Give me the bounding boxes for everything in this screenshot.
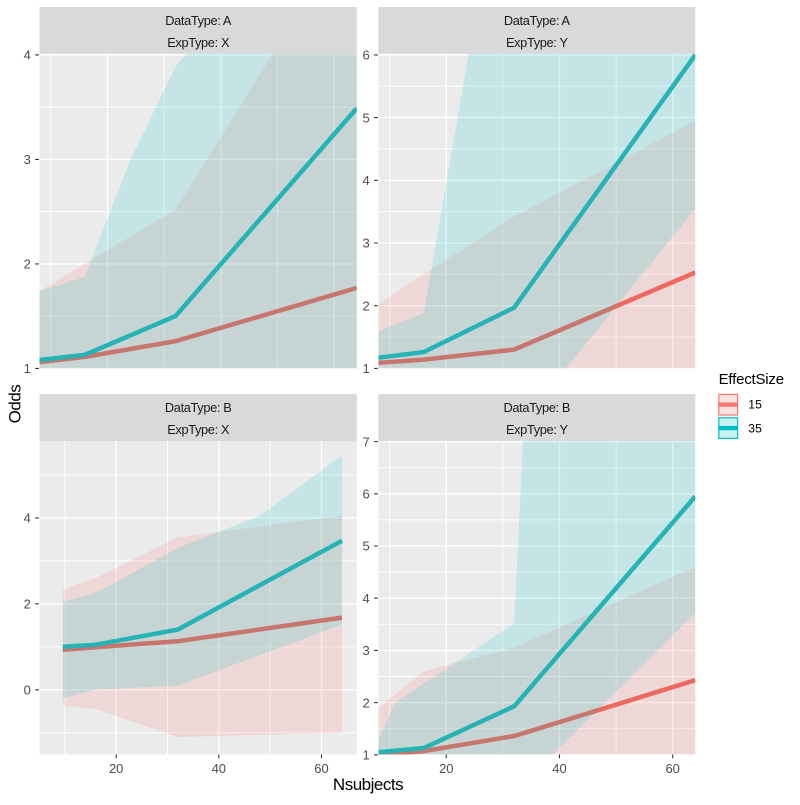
svg-text:0: 0 [24,683,31,698]
svg-text:2: 2 [362,298,369,313]
svg-text:35: 35 [748,422,762,436]
svg-text:20: 20 [439,761,453,776]
svg-text:DataType: A: DataType: A [165,13,232,28]
svg-text:3: 3 [24,152,31,167]
svg-text:4: 4 [24,48,31,63]
svg-text:Odds: Odds [6,385,25,424]
svg-text:ExpType: Y: ExpType: Y [506,35,569,50]
svg-text:DataType: B: DataType: B [504,400,571,415]
svg-text:Nsubjects: Nsubjects [333,775,403,794]
svg-text:DataType: A: DataType: A [504,13,571,28]
svg-text:15: 15 [748,397,762,411]
svg-text:7: 7 [362,434,369,449]
svg-text:6: 6 [362,48,369,63]
svg-text:6: 6 [362,487,369,502]
svg-text:20: 20 [109,761,123,776]
svg-text:ExpType: X: ExpType: X [167,422,230,437]
svg-text:2: 2 [24,257,31,272]
svg-text:60: 60 [314,761,328,776]
svg-text:4: 4 [24,511,31,526]
svg-text:3: 3 [362,643,369,658]
svg-text:1: 1 [362,361,369,376]
svg-text:4: 4 [362,173,369,188]
svg-text:3: 3 [362,236,369,251]
svg-text:60: 60 [665,761,679,776]
svg-text:DataType: B: DataType: B [165,400,232,415]
svg-text:40: 40 [212,761,226,776]
svg-text:5: 5 [362,110,369,125]
svg-text:1: 1 [362,748,369,763]
svg-text:40: 40 [552,761,566,776]
svg-text:EffectSize: EffectSize [719,371,784,388]
svg-text:2: 2 [24,597,31,612]
svg-text:ExpType: X: ExpType: X [167,35,230,50]
svg-text:5: 5 [362,539,369,554]
svg-text:ExpType: Y: ExpType: Y [506,422,569,437]
svg-text:4: 4 [362,591,369,606]
svg-text:2: 2 [362,695,369,710]
svg-text:1: 1 [24,361,31,376]
